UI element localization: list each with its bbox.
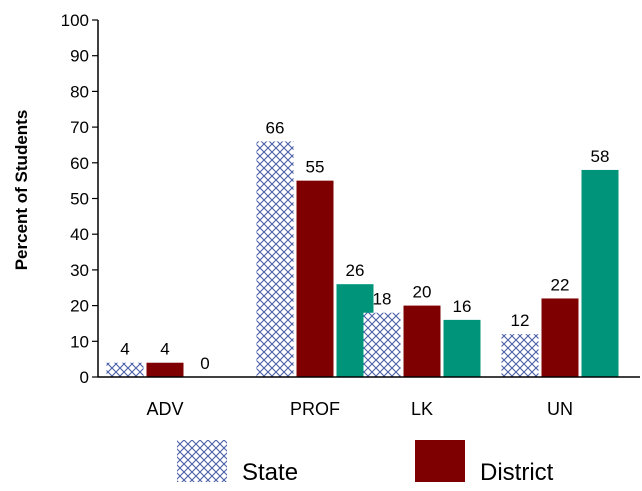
bar-value-label: 55 bbox=[306, 158, 325, 177]
y-tick-label: 90 bbox=[70, 47, 89, 66]
bar-value-label: 0 bbox=[200, 354, 209, 373]
bar-state-prof bbox=[256, 141, 294, 377]
bar-value-label: 4 bbox=[160, 340, 169, 359]
x-category-label: UN bbox=[547, 399, 573, 419]
x-category-label: LK bbox=[411, 399, 433, 419]
bar-value-label: 18 bbox=[373, 290, 392, 309]
bar-state-adv bbox=[106, 362, 144, 377]
y-axis-title: Percent of Students bbox=[12, 110, 31, 271]
legend-label-state: State bbox=[242, 459, 298, 486]
bar-district-adv bbox=[146, 362, 184, 377]
y-tick-label: 60 bbox=[70, 154, 89, 173]
bar-value-label: 16 bbox=[453, 297, 472, 316]
x-category-label: ADV bbox=[146, 399, 183, 419]
legend-label-district: District bbox=[480, 459, 554, 486]
bar-district-lk bbox=[403, 305, 441, 377]
bar-value-label: 66 bbox=[266, 118, 285, 137]
y-tick-label: 80 bbox=[70, 82, 89, 101]
bar-state-un bbox=[501, 334, 539, 377]
y-tick-label: 70 bbox=[70, 118, 89, 137]
bar-district-un bbox=[541, 298, 579, 377]
legend: State District bbox=[177, 440, 554, 486]
y-tick-label: 30 bbox=[70, 261, 89, 280]
bar-value-label: 12 bbox=[511, 311, 530, 330]
y-tick-label: 50 bbox=[70, 190, 89, 209]
bar-state-lk bbox=[363, 312, 401, 377]
y-tick-label: 10 bbox=[70, 332, 89, 351]
bar-series-3-lk bbox=[443, 319, 481, 377]
bar-value-label: 26 bbox=[346, 261, 365, 280]
bar-value-label: 20 bbox=[413, 283, 432, 302]
bar-series-3-un bbox=[581, 169, 619, 377]
bar-value-label: 22 bbox=[551, 275, 570, 294]
y-tick-label: 40 bbox=[70, 225, 89, 244]
bar-value-label: 4 bbox=[120, 340, 129, 359]
legend-swatch-state bbox=[177, 440, 227, 482]
y-tick-label: 0 bbox=[80, 368, 89, 387]
x-category-label: PROF bbox=[290, 399, 340, 419]
bar-district-prof bbox=[296, 180, 334, 377]
y-tick-label: 100 bbox=[61, 11, 89, 30]
legend-swatch-district bbox=[415, 440, 465, 482]
y-tick-label: 20 bbox=[70, 297, 89, 316]
bar-value-label: 58 bbox=[591, 147, 610, 166]
